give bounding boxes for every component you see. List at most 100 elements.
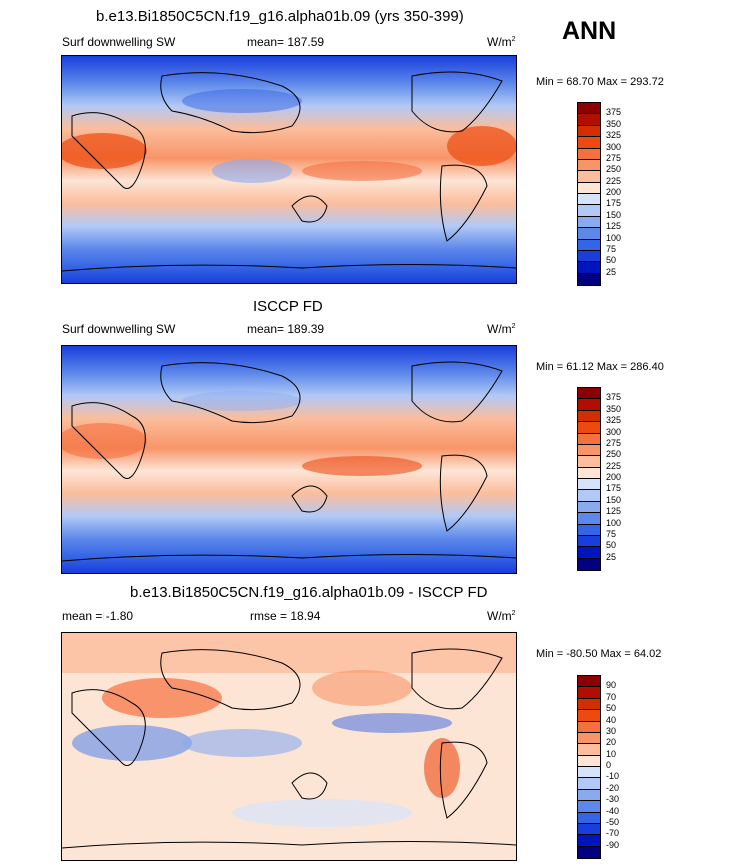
colorbar-tick-label: 300	[606, 426, 622, 437]
colorbar-tick-label: 0	[606, 760, 612, 770]
colorbar-swatch	[578, 710, 600, 722]
colorbar-tick-label: 225	[606, 175, 622, 186]
colorbar-tick-label: 200	[606, 187, 622, 197]
panel2-coastlines	[62, 361, 516, 562]
panel1-left-label: Surf downwelling SW	[62, 35, 176, 49]
colorbar-tick-label: 250	[606, 164, 622, 175]
colorbar-swatch	[578, 433, 600, 445]
colorbar-swatch	[578, 490, 600, 502]
panel2-minmax: Min = 61.12 Max = 286.40	[536, 361, 664, 373]
colorbar-swatch	[578, 114, 600, 126]
colorbar-swatch	[578, 676, 600, 688]
colorbar-swatch	[578, 216, 600, 229]
colorbar-swatch	[578, 103, 600, 115]
panel3-title: b.e13.Bi1850C5CN.f19_g16.alpha01b.09 - I…	[130, 584, 488, 601]
colorbar-swatch	[578, 205, 600, 217]
colorbar-tick-label: 70	[606, 691, 617, 702]
colorbar-swatch	[578, 767, 600, 779]
colorbar-tick-label: 50	[606, 255, 617, 266]
panel1-colorbar	[577, 102, 601, 286]
colorbar-swatch	[578, 812, 600, 824]
colorbar-swatch	[578, 194, 600, 206]
colorbar-tick-label: 300	[606, 141, 622, 152]
colorbar-swatch	[578, 262, 600, 274]
panel3-units: W/m2	[487, 609, 516, 623]
colorbar-tick-label: 375	[606, 392, 622, 403]
colorbar-swatch	[578, 444, 600, 457]
colorbar-tick-label: 175	[606, 198, 622, 209]
panel3-minmax: Min = -80.50 Max = 64.02	[536, 648, 662, 660]
panel1-map-svg	[62, 56, 516, 283]
colorbar-swatch	[578, 148, 600, 160]
colorbar-swatch	[578, 125, 600, 138]
panel1-coastlines	[62, 71, 516, 272]
colorbar-tick-label: 375	[606, 107, 622, 118]
panel2-mean: mean= 189.39	[247, 322, 325, 336]
panel3-mean: mean = -1.80	[62, 609, 134, 623]
colorbar-swatch	[578, 501, 600, 514]
colorbar-tick-label: 275	[606, 437, 622, 448]
colorbar-swatch	[578, 239, 600, 251]
colorbar-swatch	[578, 399, 600, 411]
colorbar-swatch	[578, 137, 600, 149]
colorbar-swatch	[578, 422, 600, 434]
colorbar-swatch	[578, 273, 600, 285]
colorbar-swatch	[578, 159, 600, 172]
colorbar-tick-label: 125	[606, 506, 622, 517]
colorbar-swatch	[578, 823, 600, 836]
colorbar-tick-label: -50	[606, 816, 620, 827]
colorbar-tick-label: 150	[606, 494, 622, 505]
colorbar-swatch	[578, 778, 600, 790]
panel2-map-svg	[62, 346, 516, 573]
colorbar-tick-label: 50	[606, 540, 617, 551]
panel2-units: W/m2	[487, 322, 516, 336]
colorbar-swatch	[578, 755, 600, 767]
colorbar-tick-label: 125	[606, 221, 622, 232]
panel2-map	[61, 345, 517, 574]
colorbar-swatch	[578, 835, 600, 847]
panel3-coastlines	[62, 648, 516, 849]
colorbar-swatch	[578, 687, 600, 699]
colorbar-tick-label: 50	[606, 703, 617, 714]
colorbar-swatch	[578, 456, 600, 468]
colorbar-tick-label: -70	[606, 828, 620, 839]
colorbar-tick-label: 200	[606, 472, 622, 482]
colorbar-swatch	[578, 250, 600, 263]
colorbar-tick-label: 100	[606, 517, 622, 528]
panel1-map	[61, 55, 517, 284]
colorbar-tick-label: 25	[606, 266, 617, 277]
colorbar-swatch	[578, 547, 600, 559]
colorbar-swatch	[578, 524, 600, 536]
colorbar-swatch	[578, 182, 600, 194]
colorbar-tick-label: -10	[606, 771, 620, 782]
colorbar-swatch	[578, 698, 600, 711]
colorbar-tick-label: 175	[606, 483, 622, 494]
colorbar-tick-label: 30	[606, 725, 617, 736]
season-label: ANN	[562, 17, 617, 45]
colorbar-swatch	[578, 479, 600, 491]
colorbar-tick-label: 90	[606, 680, 617, 691]
colorbar-swatch	[578, 558, 600, 570]
colorbar-tick-label: 10	[606, 748, 617, 759]
colorbar-swatch	[578, 513, 600, 525]
panel2-title: ISCCP FD	[253, 298, 323, 315]
panel1-units: W/m2	[487, 35, 516, 49]
colorbar-tick-label: 75	[606, 243, 617, 254]
colorbar-swatch	[578, 846, 600, 858]
panel3-rmse: rmse = 18.94	[250, 609, 321, 623]
colorbar-tick-label: 25	[606, 551, 617, 562]
colorbar-tick-label: 350	[606, 118, 622, 129]
panel1-minmax: Min = 68.70 Max = 293.72	[536, 76, 664, 88]
colorbar-tick-label: 100	[606, 232, 622, 243]
colorbar-swatch	[578, 388, 600, 400]
colorbar-tick-label: 75	[606, 528, 617, 539]
colorbar-swatch	[578, 789, 600, 802]
colorbar-tick-label: 325	[606, 415, 622, 426]
colorbar-tick-label: 150	[606, 209, 622, 220]
colorbar-tick-label: 20	[606, 737, 617, 748]
colorbar-tick-label: 250	[606, 449, 622, 460]
colorbar-tick-label: -30	[606, 794, 620, 805]
colorbar-swatch	[578, 801, 600, 813]
panel2-colorbar	[577, 387, 601, 571]
panel3-colorbar	[577, 675, 601, 859]
